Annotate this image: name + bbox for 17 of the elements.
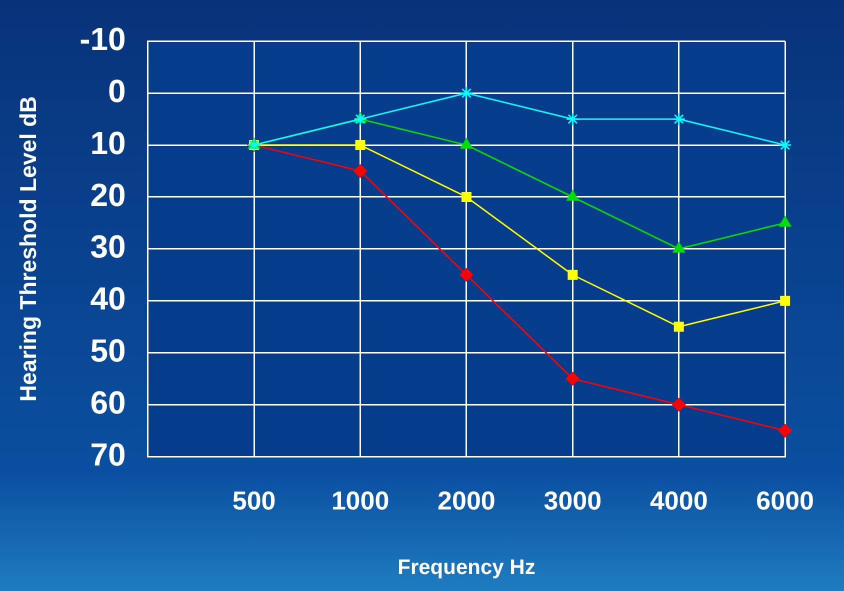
x-tick-label: 6000 [756,485,814,516]
x-axis-title: Frequency Hz [398,556,536,580]
y-tick-label: 20 [90,176,126,213]
x-tick-label: 500 [232,485,276,516]
y-tick-label: 0 [108,72,126,109]
y-tick-label: 50 [90,332,126,369]
y-tick-label: -10 [80,21,126,58]
y-tick-label: 30 [90,228,126,265]
y-tick-label: 40 [90,280,126,317]
x-tick-label: 1000 [331,485,390,516]
x-tick-label: 4000 [650,485,708,516]
y-tick-label: 60 [90,384,126,421]
y-tick-label: 70 [90,436,126,472]
y-axis-title: Hearing Threshold Level dB [15,96,42,402]
y-tick-label: 10 [90,124,126,161]
x-tick-label: 2000 [438,485,496,516]
x-tick-label: 3000 [544,485,602,516]
